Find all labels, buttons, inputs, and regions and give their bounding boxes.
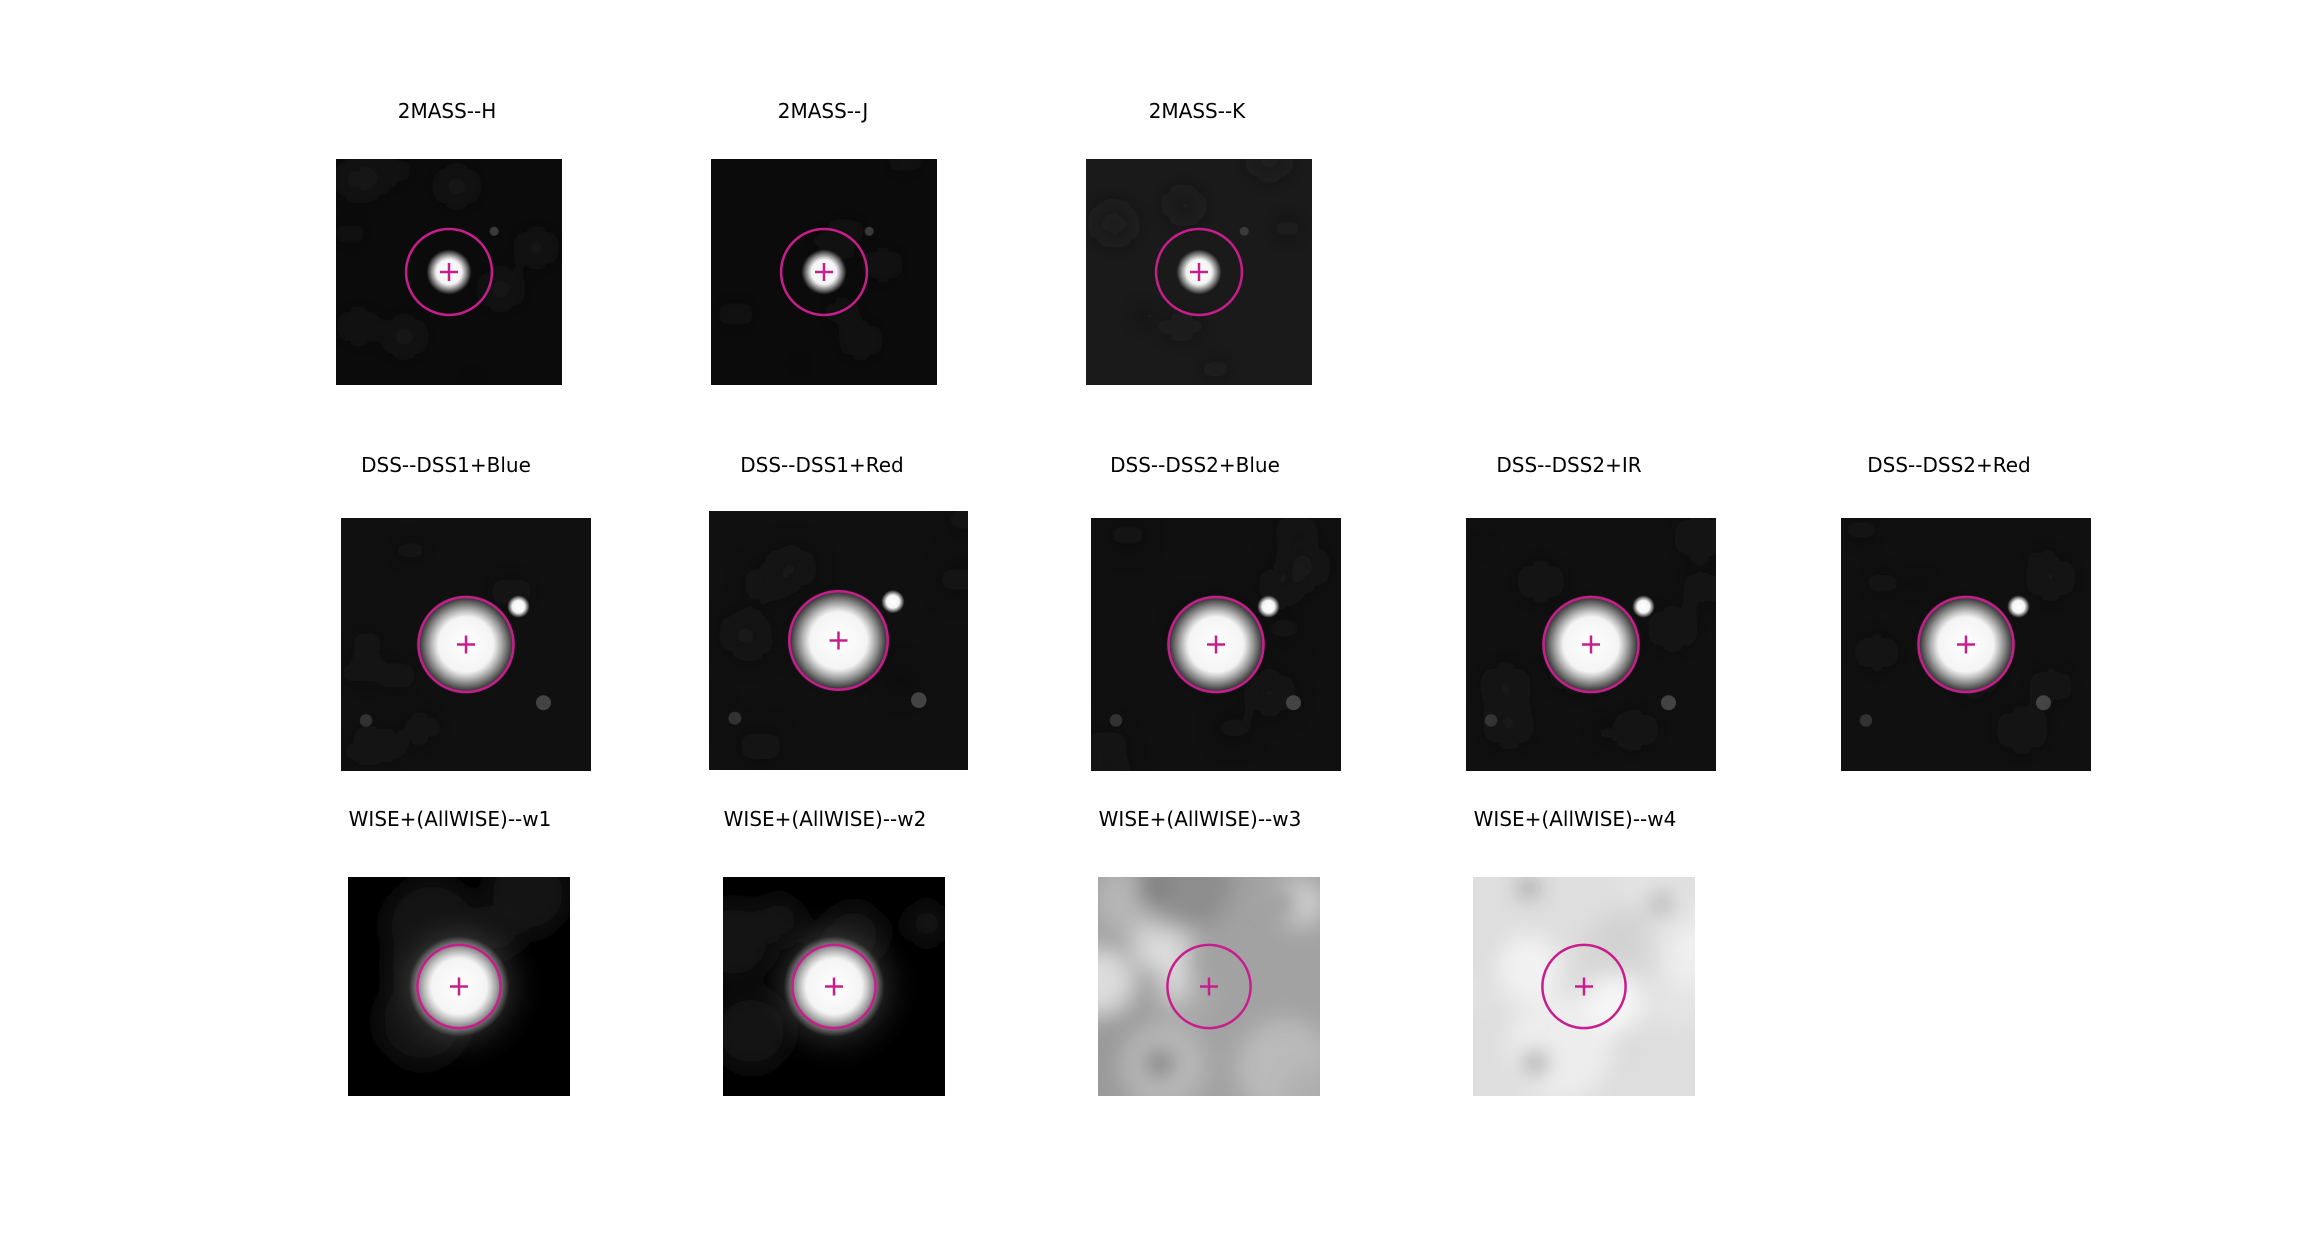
aperture-circle [404, 227, 494, 317]
panel-title-dss2-red: DSS--DSS2+Red [1867, 453, 2031, 477]
cutout-image-dss1-red [709, 511, 968, 770]
panel-title-wise-w4: WISE+(AllWISE)--w4 [1473, 807, 1677, 831]
aperture-circle [1542, 595, 1640, 694]
aperture-circle [788, 590, 889, 691]
aperture-circle [417, 595, 515, 694]
cutout-image-dss2-blue [1091, 518, 1341, 771]
cutout-image-wise-w2 [723, 877, 945, 1096]
aperture-circle [1917, 595, 2015, 694]
cutout-image-2mass-h [336, 159, 562, 385]
panel-title-dss1-red: DSS--DSS1+Red [740, 453, 904, 477]
aperture-circle [1166, 943, 1252, 1030]
aperture-circle [416, 943, 502, 1030]
cutout-image-dss1-blue [341, 518, 591, 771]
panel-title-wise-w3: WISE+(AllWISE)--w3 [1098, 807, 1302, 831]
panel-title-wise-w2: WISE+(AllWISE)--w2 [723, 807, 927, 831]
panel-title-dss1-blue: DSS--DSS1+Blue [361, 453, 531, 477]
cutout-image-wise-w4 [1473, 877, 1695, 1096]
panel-title-2mass-h: 2MASS--H [397, 99, 497, 123]
panel-title-wise-w1: WISE+(AllWISE)--w1 [348, 807, 552, 831]
cutout-image-2mass-j [711, 159, 937, 385]
panel-title-dss2-ir: DSS--DSS2+IR [1496, 453, 1642, 477]
aperture-circle [779, 227, 869, 317]
cutout-image-wise-w1 [348, 877, 570, 1096]
cutout-image-dss2-red [1841, 518, 2091, 771]
panel-title-2mass-j: 2MASS--J [777, 99, 869, 123]
cutout-image-2mass-k [1086, 159, 1312, 385]
aperture-circle [1154, 227, 1244, 317]
aperture-circle [1541, 943, 1627, 1030]
cutout-image-wise-w3 [1098, 877, 1320, 1096]
panel-title-dss2-blue: DSS--DSS2+Blue [1110, 453, 1280, 477]
cutout-image-dss2-ir [1466, 518, 1716, 771]
aperture-circle [791, 943, 877, 1030]
aperture-circle [1167, 595, 1265, 694]
panel-title-2mass-k: 2MASS--K [1148, 99, 1246, 123]
